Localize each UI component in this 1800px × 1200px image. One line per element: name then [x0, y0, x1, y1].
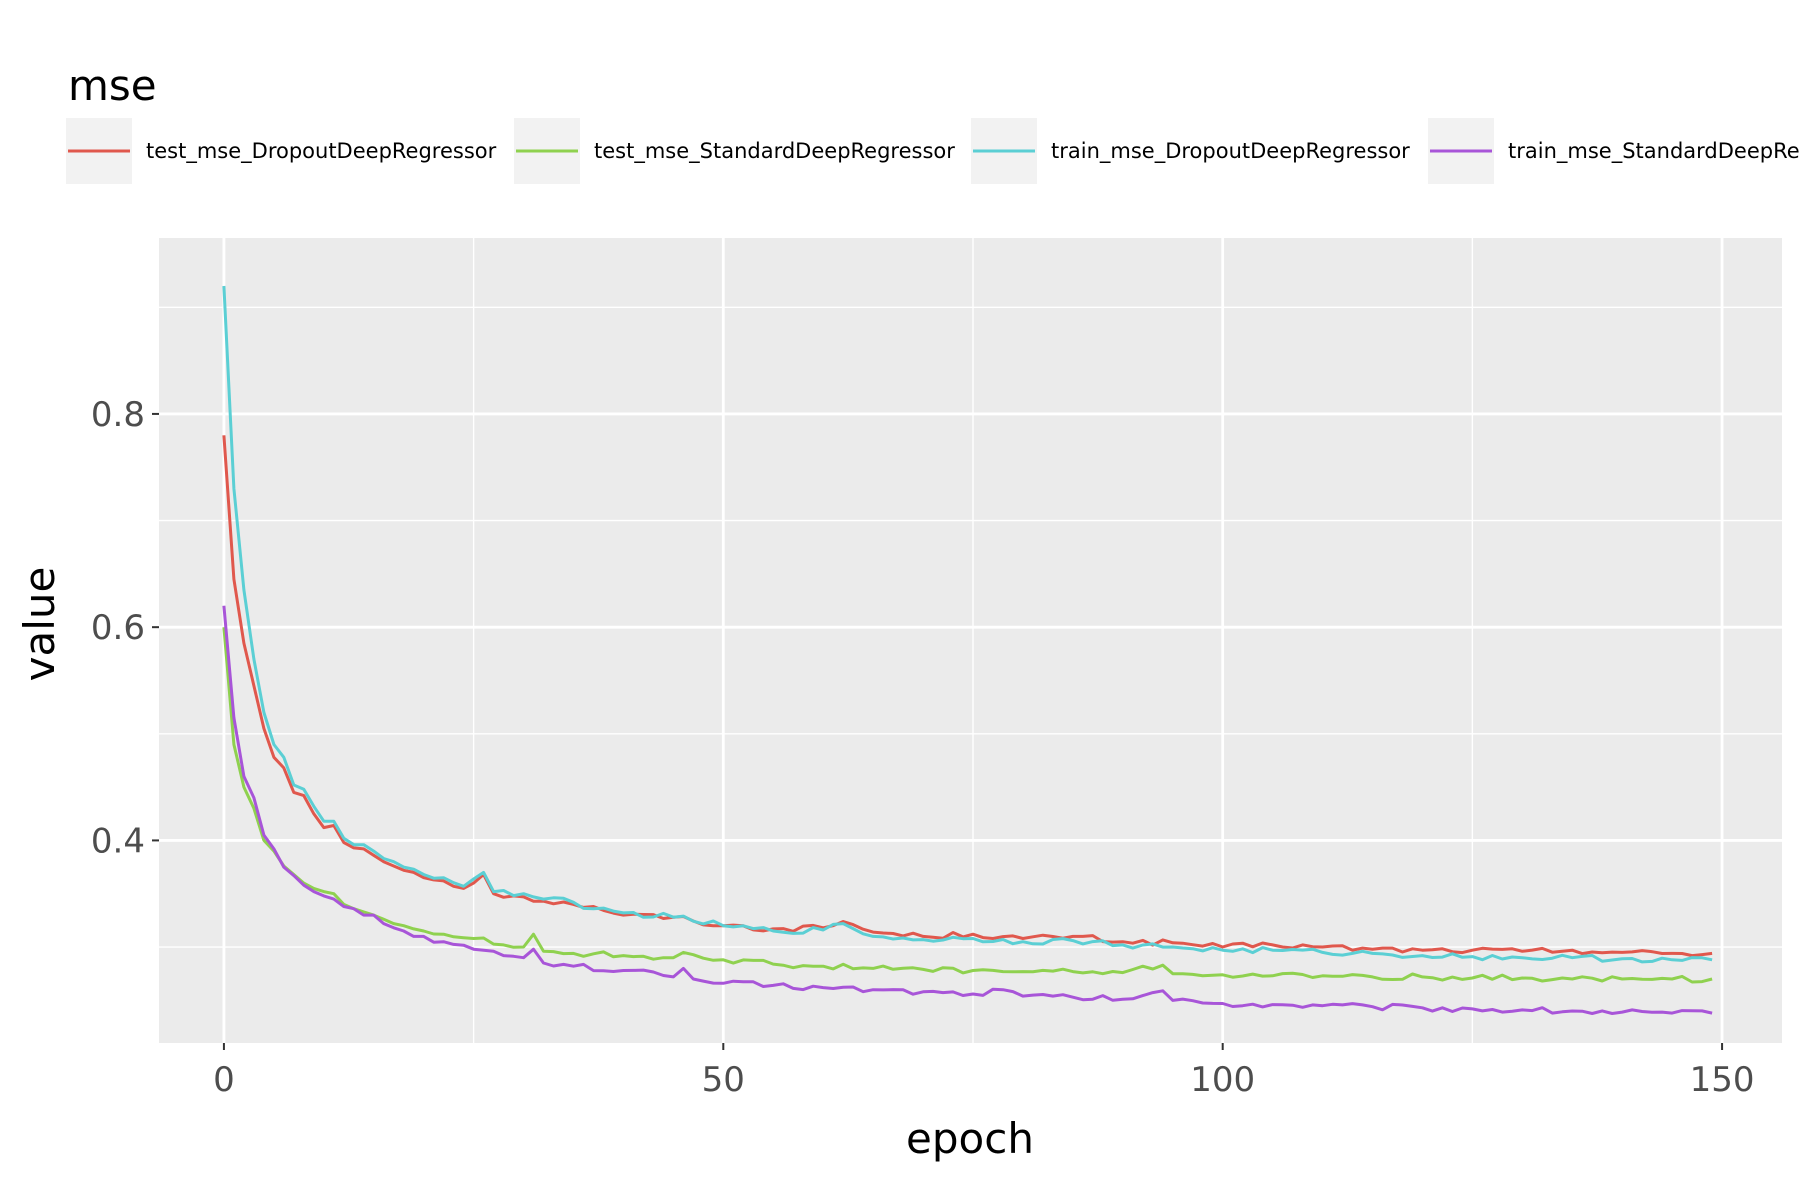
series-line-train_mse_StandardDeepRegressor [222, 605, 1713, 1015]
legend-label: test_mse_StandardDeepRegressor [594, 139, 955, 164]
legend-label: test_mse_DropoutDeepRegressor [146, 139, 497, 164]
series-lines [222, 285, 1713, 1015]
legend-label: train_mse_DropoutDeepRegressor [1051, 139, 1410, 164]
x-tick-label: 0 [213, 1060, 235, 1100]
legend-title: mse [68, 61, 157, 110]
legend: mse test_mse_DropoutDeepRegressor test_ms… [66, 61, 1800, 184]
x-axis-title: epoch [906, 1114, 1034, 1163]
grid-major [159, 238, 1782, 1043]
series-line-test_mse_DropoutDeepRegressor [222, 435, 1713, 958]
grid-minor [159, 238, 1782, 1043]
legend-label: train_mse_StandardDeepRegressor [1508, 139, 1800, 164]
series-line-train_mse_DropoutDeepRegressor [222, 285, 1713, 964]
x-tick-label: 50 [702, 1060, 745, 1100]
series-line-test_mse_StandardDeepRegressor [222, 627, 1713, 984]
x-tick-label: 150 [1690, 1060, 1755, 1100]
y-tick-label: 0.4 [91, 821, 145, 861]
axes: 0 50 100 150 0.4 0.6 0.8 [91, 395, 1755, 1100]
plot-panel [159, 238, 1782, 1043]
y-axis-title: value [15, 567, 64, 682]
y-tick-label: 0.6 [91, 608, 145, 648]
x-tick-label: 100 [1190, 1060, 1255, 1100]
y-tick-label: 0.8 [91, 395, 145, 435]
